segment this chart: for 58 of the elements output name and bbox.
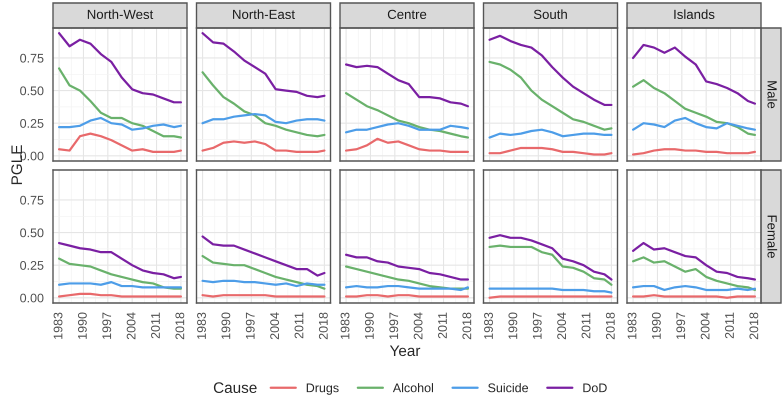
y-axis-title: PGLE	[11, 145, 22, 184]
x-tick-label: 2004	[414, 312, 423, 340]
y-tick-label: 0.00	[20, 152, 44, 160]
text: Male	[767, 81, 778, 108]
x-tick-label: 2004	[126, 312, 136, 340]
x-tick-label: 2004	[700, 312, 710, 340]
chart-title: North-West	[88, 9, 154, 20]
chart-title: Islands	[674, 9, 714, 20]
chart-title: Centre	[388, 10, 426, 20]
x-tick-label: 1990	[78, 312, 87, 339]
legend-label: Alcohol	[392, 383, 433, 392]
legend-label: Drugs	[306, 384, 339, 395]
line-series	[58, 32, 182, 104]
x-tick-label: 2018	[318, 312, 328, 340]
x-tick-label: 1983	[197, 312, 206, 339]
chart-title: South	[534, 9, 567, 20]
text: Female	[767, 216, 778, 258]
legend-title: Cause	[214, 382, 257, 394]
y-tick-label: 0.25	[20, 118, 44, 128]
line-series	[58, 242, 182, 280]
x-tick-label: 2011	[582, 312, 590, 338]
legend-label: Suicide	[488, 383, 528, 392]
x-tick-label: 2018	[606, 312, 615, 340]
x-tick-label: 1997	[102, 312, 112, 339]
x-axis-title: Year	[390, 345, 420, 356]
x-tick-label: 2018	[749, 312, 758, 340]
x-tick-label: 1983	[54, 312, 62, 339]
line-series	[58, 132, 182, 153]
x-tick-label: 2004	[270, 312, 280, 340]
x-tick-label: 2018	[462, 312, 472, 340]
chart-title: North-East	[233, 9, 295, 20]
x-tick-label: 2004	[557, 312, 566, 340]
y-tick-label: 0.50	[20, 228, 44, 238]
x-tick-label: 1990	[364, 312, 374, 339]
y-tick-label: 0.75	[20, 54, 44, 63]
legend-label: DoD	[583, 384, 607, 392]
y-tick-label: 0.75	[20, 196, 44, 205]
x-tick-label: 1983	[484, 312, 493, 339]
x-tick-label: 1990	[221, 312, 230, 339]
x-tick-label: 1997	[532, 312, 542, 339]
x-tick-label: 1997	[246, 312, 255, 339]
x-tick-label: 1997	[676, 312, 686, 339]
x-tick-label: 2018	[175, 312, 184, 340]
x-tick-label: 2011	[438, 312, 447, 338]
x-tick-label: 1990	[508, 312, 518, 339]
x-tick-label: 2011	[294, 312, 304, 338]
x-tick-label: 1997	[389, 312, 398, 339]
x-tick-label: 1990	[652, 312, 661, 339]
y-tick-label: 0.50	[20, 86, 44, 96]
line-series	[58, 116, 182, 131]
x-tick-label: 2011	[725, 312, 734, 338]
y-tick-label: 0.25	[20, 260, 44, 270]
line-series	[58, 67, 182, 139]
x-tick-label: 1983	[340, 312, 350, 339]
line-series	[58, 258, 182, 290]
x-tick-label: 1983	[628, 312, 636, 339]
y-tick-label: 0.00	[20, 294, 44, 302]
x-tick-label: 2011	[151, 312, 160, 338]
